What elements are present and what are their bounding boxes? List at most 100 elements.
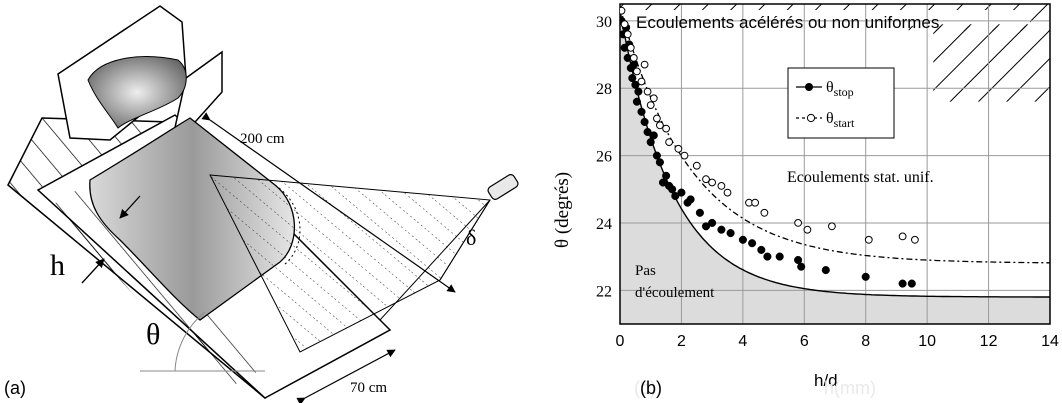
data-point-stop: [634, 87, 643, 96]
h-arrow-inner: [119, 195, 141, 219]
data-point-stop: [726, 229, 735, 238]
x-tick-label: 14: [1041, 333, 1059, 350]
legend-label-stop: θstop: [826, 79, 854, 99]
x-tick-label: 8: [861, 333, 870, 350]
data-point-start: [723, 188, 732, 197]
data-point-start: [649, 94, 658, 103]
y-tick-label: 26: [596, 149, 612, 166]
data-point-stop: [640, 117, 649, 126]
data-point-start: [620, 20, 629, 29]
plane-hatch: [52, 176, 260, 392]
data-point-start: [708, 178, 717, 187]
data-point-stop: [898, 279, 907, 288]
legend: θstop θstart: [787, 67, 895, 139]
data-point-stop: [643, 127, 652, 137]
data-point-stop: [695, 208, 704, 217]
region-bottom-label-1: Pas: [635, 263, 656, 279]
data-point-stop: [677, 188, 686, 197]
data-point-start: [692, 161, 701, 170]
corner-top-strip: [908, 25, 1050, 31]
data-point-start: [643, 87, 652, 96]
no-flow-region: [620, 10, 1050, 324]
data-point-start: [760, 208, 769, 217]
x-tick-label: 0: [616, 333, 625, 350]
ghost-text-left: (b): [634, 378, 656, 398]
legend-marker-stop: [805, 83, 813, 91]
data-point-start: [794, 219, 803, 227]
legend-label-start: θstart: [826, 110, 855, 130]
start-fit-curve: [620, 7, 1050, 264]
data-point-start: [653, 114, 661, 123]
data-point-start: [674, 144, 683, 153]
data-point-start: [640, 60, 649, 69]
data-point-stop: [631, 80, 640, 89]
x-tick-label: 6: [800, 333, 809, 350]
data-point-start: [751, 198, 760, 207]
y-tick-label: 28: [596, 81, 612, 98]
data-point-stop: [629, 60, 638, 69]
plot-frame: [619, 3, 1051, 325]
data-point-stop: [668, 185, 677, 194]
reservoir-material: [87, 56, 187, 129]
data-point-stop: [652, 151, 661, 160]
x-tick-label: 10: [918, 333, 936, 350]
data-point-stop: [821, 266, 830, 275]
x-tick-label: 2: [677, 333, 686, 350]
data-point-start: [828, 222, 836, 231]
width-label: 70 cm: [350, 380, 387, 396]
data-point-start: [656, 121, 664, 130]
h-arrow-outer: [81, 258, 105, 284]
region-top-label: Ecoulements acélérés ou non uniformes: [636, 13, 939, 32]
h-label: h: [50, 249, 65, 282]
data-point-stop: [649, 131, 658, 140]
width-arrow: [296, 349, 396, 403]
y-tick-label: 30: [596, 14, 612, 31]
data-point-stop: [907, 279, 916, 288]
data-point-stop: [632, 97, 641, 106]
panel-b-label: (b): [640, 378, 662, 398]
data-point-stop: [637, 107, 646, 116]
theta-arc: [174, 311, 206, 372]
panel-a-diagram: 200 cm δ h θ 70 cm (a): [4, 5, 519, 403]
y-tick-label: 22: [596, 283, 612, 300]
x-tick-label: 12: [980, 333, 998, 350]
laser-source-icon: [487, 174, 519, 200]
data-point-start: [623, 30, 632, 39]
data-point-start: [637, 77, 646, 86]
data-point-stop: [797, 262, 806, 271]
data-point-stop: [757, 245, 766, 254]
data-point-start: [626, 43, 635, 52]
data-point-stop: [701, 222, 711, 231]
data-point-start: [662, 124, 670, 133]
data-point-stop: [794, 255, 803, 265]
delta-label: δ: [466, 225, 476, 250]
y-tick-label: 24: [596, 216, 612, 233]
data-point-stop: [717, 225, 726, 234]
region-middle-label: Ecoulements stat. unif.: [787, 169, 934, 186]
y-axis-title: θ (degrés): [552, 172, 573, 248]
data-point-stop: [662, 171, 671, 180]
data-point-stop: [748, 239, 757, 248]
theta-label: θ: [146, 318, 160, 351]
data-point-start: [680, 151, 689, 160]
legend-marker-start: [806, 113, 816, 123]
data-point-start: [633, 67, 641, 76]
length-arrow: [201, 112, 456, 293]
data-point-stop: [708, 218, 717, 227]
data-point-stop: [861, 272, 870, 281]
data-point-start: [702, 175, 710, 184]
data-point-stop: [646, 138, 655, 147]
data-point-start: [898, 232, 907, 241]
data-point-start: [665, 138, 673, 147]
data-point-start: [864, 235, 873, 244]
data-point-stop: [738, 235, 747, 244]
data-point-stop: [655, 158, 664, 167]
stop-fit-curve: [620, 10, 1050, 298]
length-label: 200 cm: [240, 131, 285, 147]
x-axis-title: h/d: [814, 371, 838, 390]
data-point-stop: [763, 252, 772, 261]
corner-hatched-region: [933, 24, 1050, 102]
data-point-start: [803, 225, 812, 234]
data-point-start: [911, 235, 919, 244]
